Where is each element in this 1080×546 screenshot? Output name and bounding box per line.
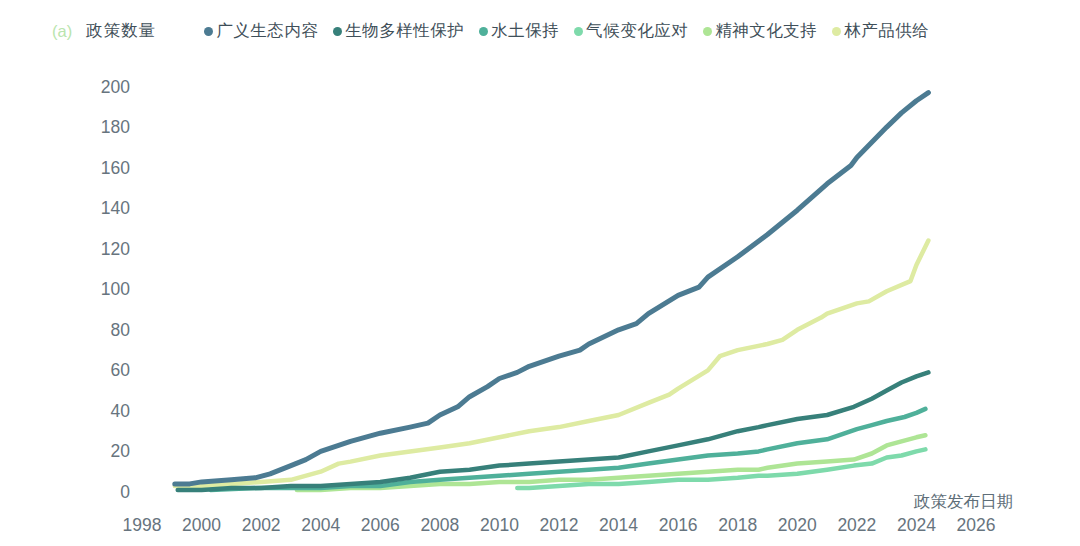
y-tick-140: 140 [101,198,130,218]
x-tick-2006: 2006 [361,515,400,535]
y-tick-80: 80 [111,320,131,340]
legend-dot-broad-ecology [204,27,213,36]
y-tick-0: 0 [120,482,130,502]
x-tick-2018: 2018 [718,515,757,535]
x-tick-2024: 2024 [897,515,936,535]
legend-label-climate: 气候变化应对 [586,20,688,42]
x-tick-2000: 2000 [182,515,221,535]
x-axis-title: 政策发布日期 [913,492,1013,510]
legend-item-climate: 气候变化应对 [574,20,688,42]
y-tick-160: 160 [101,158,130,178]
x-tick-2008: 2008 [420,515,459,535]
x-tick-2014: 2014 [599,515,638,535]
y-tick-60: 60 [111,360,131,380]
legend-dot-forest-products [832,27,841,36]
y-tick-120: 120 [101,239,130,259]
x-tick-2010: 2010 [480,515,519,535]
chart-header: (a) 政策数量 广义生态内容 生物多样性保护 水土保持 气候变化应对 精神文化支持 林产… [52,18,1070,44]
x-tick-2004: 2004 [301,515,340,535]
y-tick-40: 40 [111,401,131,421]
x-tick-1998: 1998 [123,515,162,535]
legend-item-soil-water: 水土保持 [479,20,559,42]
legend-label-soil-water: 水土保持 [491,20,559,42]
legend-label-broad-ecology: 广义生态内容 [216,20,318,42]
x-tick-2002: 2002 [242,515,281,535]
series-line-forest-products [175,241,929,486]
legend-item-forest-products: 林产品供给 [832,20,929,42]
legend-label-biodiversity: 生物多样性保护 [345,20,464,42]
legend-label-forest-products: 林产品供给 [844,20,929,42]
y-tick-20: 20 [111,441,131,461]
legend-dot-soil-water [479,27,488,36]
x-tick-2022: 2022 [837,515,876,535]
x-tick-2012: 2012 [540,515,579,535]
y-tick-100: 100 [101,279,130,299]
y-tick-180: 180 [101,117,130,137]
x-tick-2020: 2020 [778,515,817,535]
chart-figure: 0 20 40 60 80 100 120 140 160 180 200 1998 2000 2002 2… [0,0,1080,546]
panel-label: (a) [52,22,72,41]
legend-dot-culture [703,27,712,36]
legend: 广义生态内容 生物多样性保护 水土保持 气候变化应对 精神文化支持 林产品供给 [204,20,929,42]
legend-dot-biodiversity [333,27,342,36]
policy-count-line-chart: 0 20 40 60 80 100 120 140 160 180 200 1998 2000 2002 2… [0,0,1080,546]
x-tick-2026: 2026 [957,515,996,535]
y-tick-200: 200 [101,77,130,97]
legend-item-culture: 精神文化支持 [703,20,817,42]
legend-item-biodiversity: 生物多样性保护 [333,20,464,42]
series-line-broad-ecology [175,93,929,484]
x-tick-2016: 2016 [659,515,698,535]
legend-item-broad-ecology: 广义生态内容 [204,20,318,42]
legend-dot-climate [574,27,583,36]
y-axis-title: 政策数量 [86,20,156,42]
legend-label-culture: 精神文化支持 [715,20,817,42]
